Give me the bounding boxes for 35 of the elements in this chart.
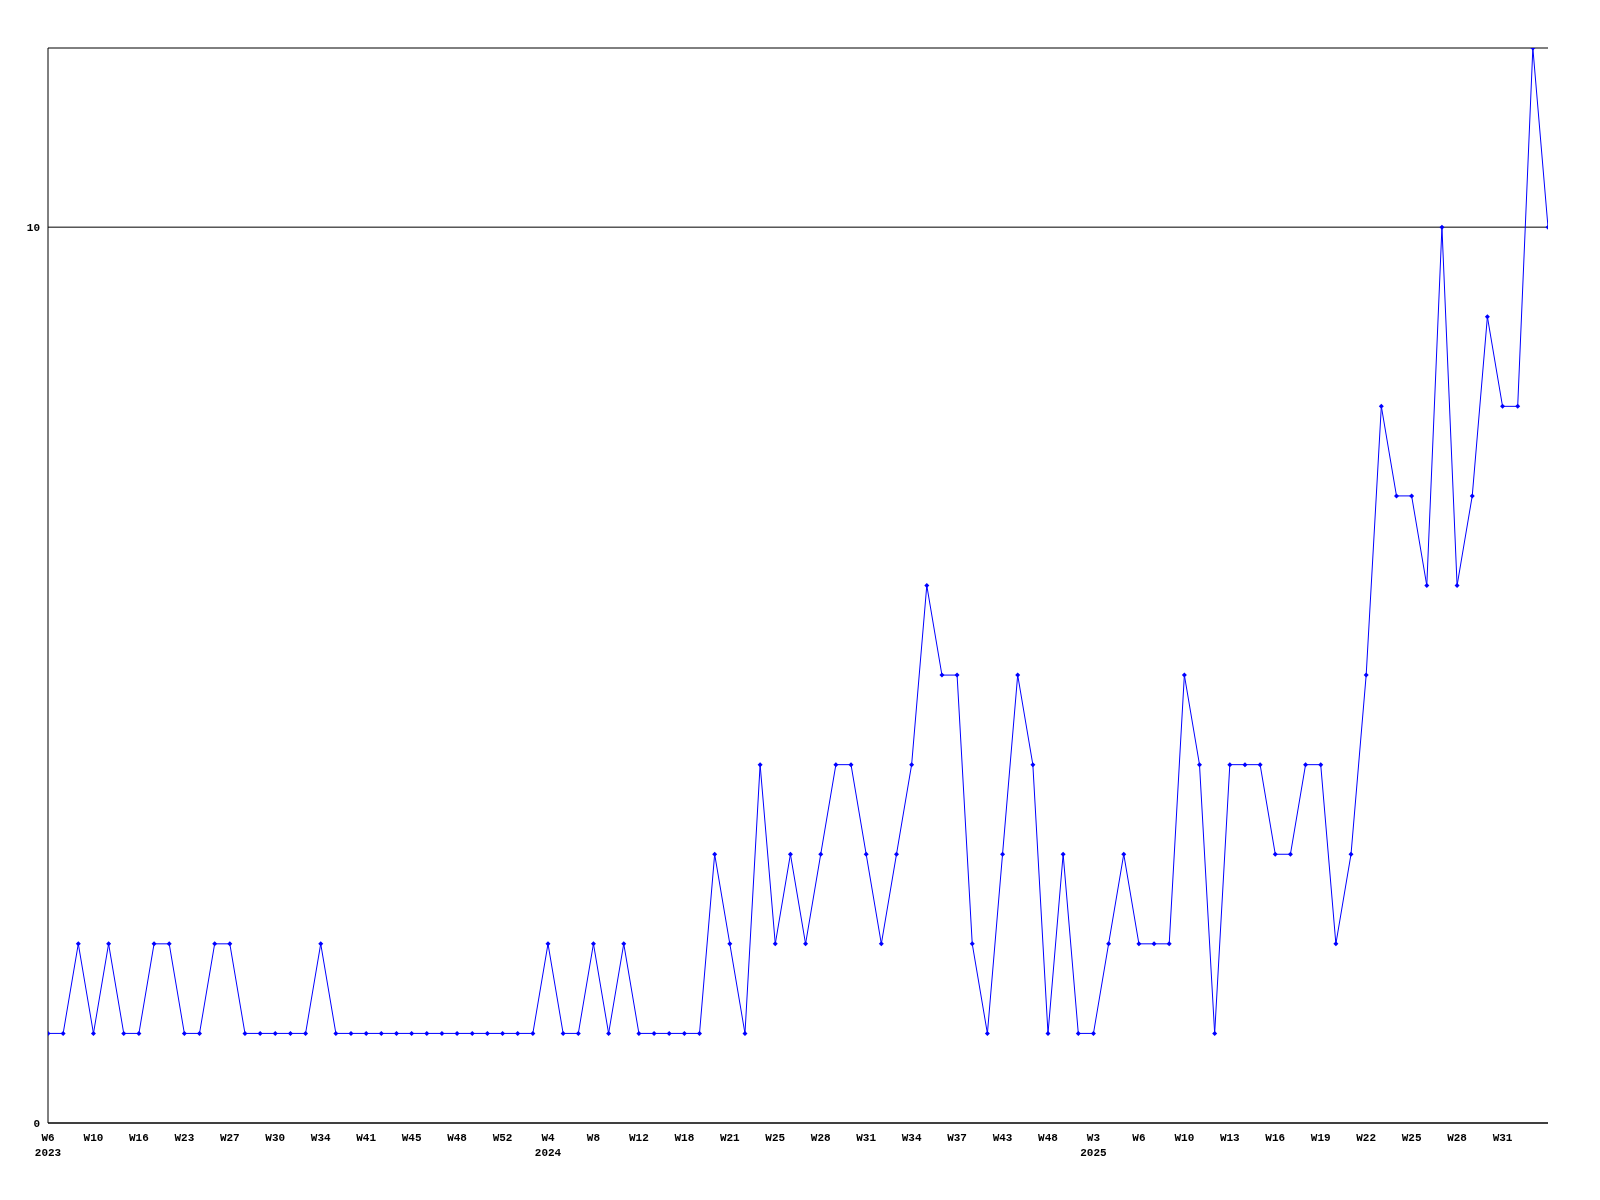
x-tick-label: W41	[356, 1132, 377, 1144]
x-tick-label: W6 2023	[34, 1132, 62, 1159]
x-tick-label: W30	[265, 1132, 286, 1144]
x-tick-label: W25	[1401, 1132, 1422, 1144]
y-tick-label: 10	[26, 222, 40, 235]
x-tick-label: W4 2024	[534, 1132, 562, 1159]
x-tick-label: W37	[947, 1132, 967, 1144]
x-tick-label: W28	[810, 1132, 832, 1144]
x-tick-label: W31	[856, 1132, 877, 1144]
x-tick-label: W23	[174, 1132, 195, 1144]
x-tick-label: W10	[1174, 1132, 1195, 1144]
x-tick-label: W16	[129, 1132, 149, 1144]
x-tick-label: W21	[719, 1132, 741, 1144]
x-tick-label: W34	[901, 1132, 922, 1144]
x-tick-label: W10	[83, 1132, 104, 1144]
x-tick-label: W18	[674, 1132, 695, 1144]
x-tick-label: W43	[992, 1132, 1013, 1144]
x-tick-label: W25	[765, 1132, 786, 1144]
x-tick-label: W8	[586, 1132, 601, 1144]
y-tick-label: 0	[33, 1117, 40, 1130]
x-tick-label: W6	[1132, 1132, 1146, 1144]
x-tick-label: W48	[1038, 1132, 1059, 1144]
x-tick-label: W28	[1447, 1132, 1468, 1144]
x-tick-label: W34	[310, 1132, 332, 1144]
x-tick-label: W3 2025	[1080, 1132, 1108, 1159]
x-tick-label: W22	[1356, 1132, 1377, 1144]
x-tick-label: W13	[1219, 1132, 1241, 1144]
x-tick-label: W12	[629, 1132, 649, 1144]
x-tick-label: W52	[492, 1132, 513, 1144]
x-tick-label: W27	[219, 1132, 240, 1144]
x-tick-label: W16	[1265, 1132, 1286, 1144]
x-tick-label: W31	[1492, 1132, 1513, 1144]
x-tick-label: W19	[1310, 1132, 1331, 1144]
x-tick-label: W45	[401, 1132, 422, 1144]
x-tick-label: W48	[447, 1132, 468, 1144]
